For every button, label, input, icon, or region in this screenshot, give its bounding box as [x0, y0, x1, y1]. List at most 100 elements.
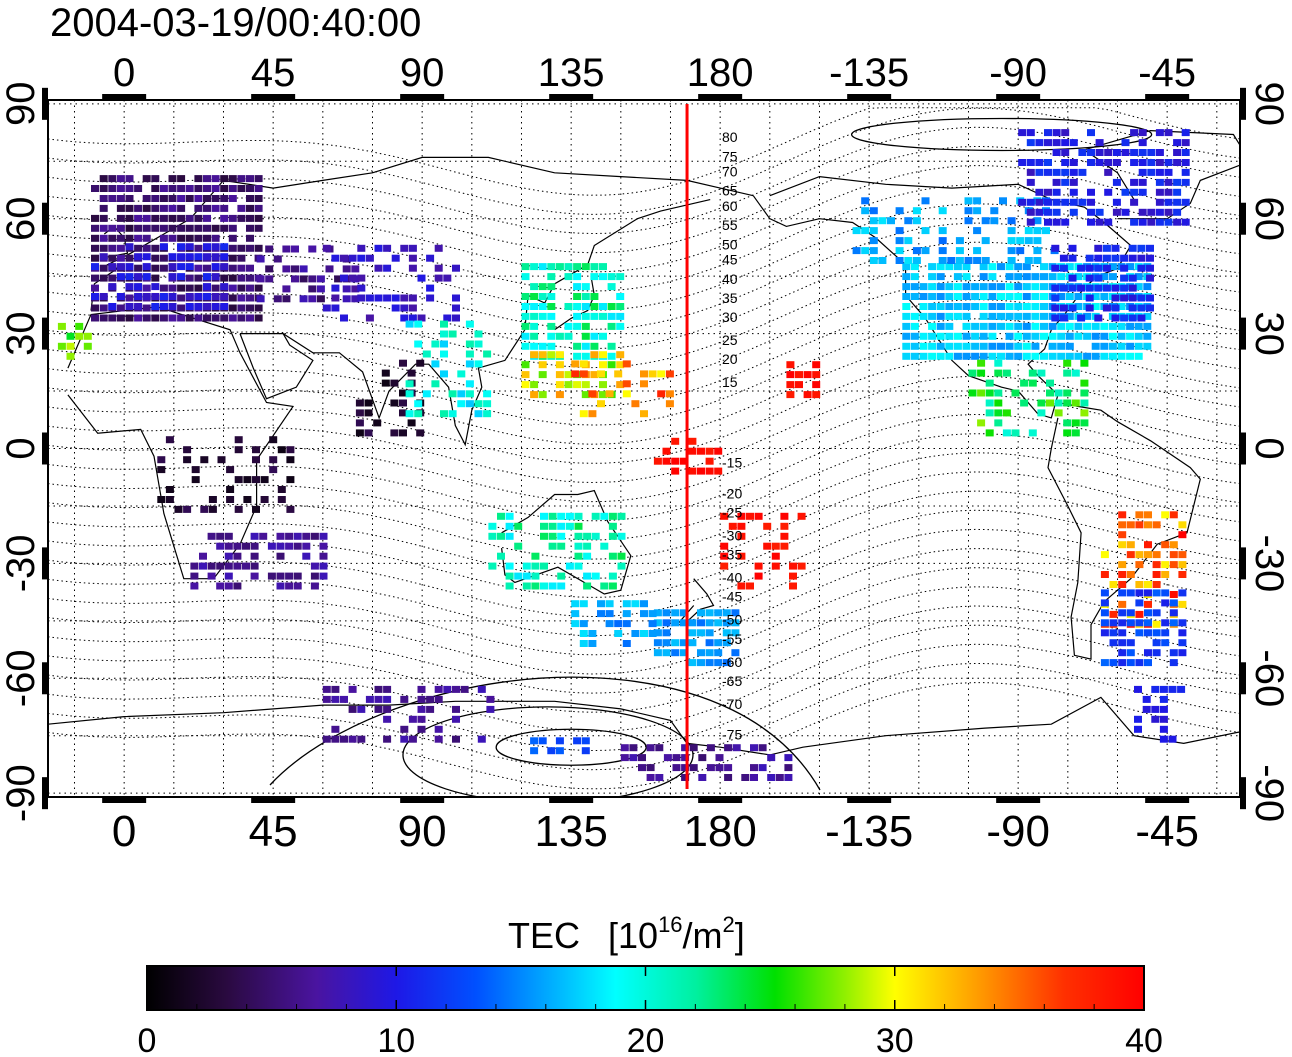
tec-point: [220, 204, 229, 212]
tec-point: [581, 332, 590, 340]
tec-point: [746, 512, 754, 520]
frame-tick-top: [549, 94, 594, 100]
tec-point: [159, 185, 168, 192]
tec-point: [426, 695, 435, 703]
tec-point: [617, 532, 626, 540]
tec-point: [1068, 274, 1077, 282]
tec-point: [216, 582, 225, 590]
tec-point: [981, 217, 990, 225]
tec-point: [486, 705, 495, 713]
tec-point: [540, 582, 548, 590]
tec-point: [945, 283, 954, 291]
tec-point: [945, 293, 954, 300]
tec-point: [220, 243, 229, 251]
tec-point: [590, 351, 599, 359]
tec-point: [220, 224, 229, 232]
tec-point: [1080, 389, 1089, 397]
lon-label-top: -90: [989, 51, 1047, 95]
tec-point: [151, 283, 160, 291]
tec-point: [921, 247, 930, 255]
tec-point: [331, 725, 340, 733]
tec-point: [557, 572, 566, 580]
tec-point: [220, 283, 229, 291]
tec-point: [168, 293, 177, 300]
tec-point: [1134, 342, 1143, 350]
tec-point: [108, 234, 117, 242]
tec-point: [91, 214, 99, 222]
tec-point: [246, 244, 254, 252]
tec-point: [1121, 208, 1130, 216]
tec-point: [1028, 379, 1037, 387]
tec-point: [1068, 244, 1077, 252]
tec-point: [895, 207, 904, 215]
tec-point: [108, 175, 117, 183]
tec-point: [194, 303, 203, 310]
tec-point: [66, 332, 75, 340]
tec-point: [125, 175, 134, 183]
tec-point: [985, 389, 994, 397]
tec-point: [1087, 218, 1095, 226]
tec-point: [1173, 208, 1182, 216]
contour-label: -60: [722, 654, 742, 670]
tec-point: [1061, 129, 1070, 137]
tec-point: [177, 224, 186, 232]
tec-point: [662, 457, 671, 465]
tec-point: [653, 649, 662, 657]
tec-point: [919, 332, 928, 340]
tec-point: [228, 314, 237, 322]
tec-point: [1146, 304, 1154, 312]
tec-point: [646, 774, 655, 781]
tec-point: [242, 542, 250, 550]
contour-label: -30: [722, 527, 742, 543]
tec-point: [125, 204, 134, 212]
tec-point: [417, 314, 426, 322]
tec-point: [1014, 322, 1023, 330]
tec-point: [1118, 619, 1127, 627]
tec-point: [988, 342, 997, 350]
tec-point: [737, 552, 746, 560]
tec-point: [414, 400, 423, 408]
tec-point: [254, 214, 263, 222]
tec-point: [607, 303, 616, 310]
tec-point: [530, 283, 539, 291]
lon-label-bottom: 180: [683, 807, 756, 856]
tec-point: [607, 273, 616, 281]
tec-point: [1112, 149, 1121, 156]
tec-point: [1161, 629, 1170, 637]
tec-point: [224, 532, 233, 540]
tec-point: [705, 649, 714, 657]
tec-point: [902, 263, 911, 271]
tec-point: [1146, 244, 1154, 252]
tec-point: [514, 542, 523, 550]
tec-point: [1031, 332, 1040, 340]
tec-point: [203, 293, 211, 300]
tec-point: [1138, 178, 1147, 186]
tec-point: [1118, 571, 1127, 578]
tec-point: [665, 370, 674, 378]
tec-point: [1020, 399, 1029, 407]
tec-point: [1144, 629, 1152, 637]
tec-point: [591, 572, 600, 580]
tec-point: [852, 247, 861, 255]
frame-tick-top: [251, 94, 296, 100]
tec-point: [448, 390, 457, 398]
tec-point: [869, 247, 878, 255]
tec-point: [400, 735, 409, 743]
tec-point: [522, 562, 531, 570]
tec-point: [1144, 589, 1152, 597]
tec-point: [405, 390, 414, 398]
tec-point: [640, 630, 648, 637]
tec-point: [1007, 257, 1016, 264]
tec-point: [705, 659, 714, 667]
tec-point: [142, 314, 151, 322]
tec-point: [1146, 264, 1154, 272]
tec-point: [91, 185, 99, 192]
tec-point: [928, 293, 937, 300]
tec-point: [671, 619, 680, 627]
tec-point: [887, 217, 895, 225]
tec-point: [895, 257, 904, 264]
tec-point: [741, 774, 750, 781]
tec-point: [1033, 217, 1042, 225]
lon-label-top: 180: [687, 51, 754, 95]
